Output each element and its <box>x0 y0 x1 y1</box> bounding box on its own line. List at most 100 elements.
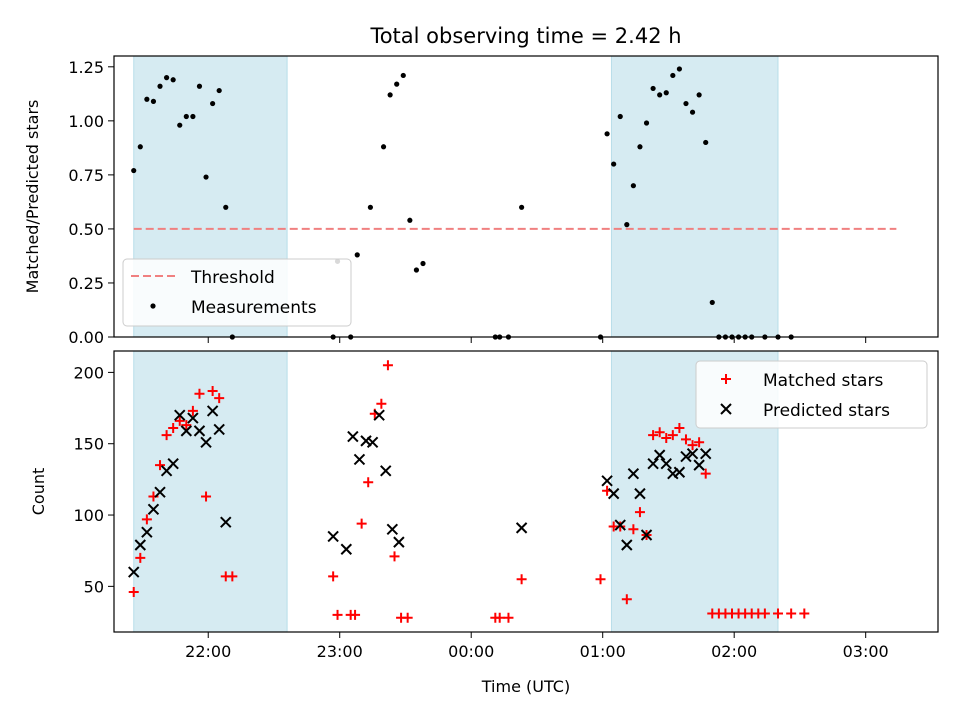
matched-star-marker <box>350 609 361 620</box>
matched-star-marker <box>207 385 218 396</box>
legend-box <box>695 360 928 429</box>
matched-star-marker <box>595 574 606 585</box>
x-tick-label: 02:00 <box>711 642 757 661</box>
measurement-point <box>196 83 203 89</box>
matched-star-marker <box>628 524 639 535</box>
top-panel-x-ticks <box>207 337 867 343</box>
legend-matched-swatch <box>721 374 731 384</box>
measurement-point <box>190 113 196 120</box>
predicted-star-marker <box>680 450 692 463</box>
y-tick-label: 100 <box>73 506 104 525</box>
matched-star-marker <box>376 398 387 409</box>
predicted-star-marker <box>386 523 399 536</box>
measurement-point <box>400 72 406 79</box>
matched-star-marker <box>168 423 179 434</box>
measurement-point <box>630 183 636 189</box>
matched-star-marker <box>621 594 632 605</box>
legend-measurement-label: Measurements <box>191 298 317 318</box>
matched-star-marker <box>155 460 166 471</box>
matched-star-marker <box>773 608 784 619</box>
measurement-point <box>624 222 630 228</box>
matched-star-marker <box>174 415 185 426</box>
matched-star-marker <box>402 612 413 623</box>
matched-star-marker <box>786 608 797 619</box>
chart-title: Total observing time = 2.42 h <box>369 24 681 48</box>
x-tick-label: 03:00 <box>843 642 889 661</box>
matched-star-marker <box>135 552 146 563</box>
x-tick-label: 23:00 <box>317 642 363 661</box>
matched-star-marker <box>363 477 374 488</box>
measurement-point <box>216 87 222 94</box>
bottom-panel-x-ticks: 22:00 23:00 00:00 01:00 02:00 03:00 <box>185 632 889 661</box>
measurement-point <box>223 204 229 210</box>
predicted-star-marker <box>647 457 659 470</box>
predicted-star-marker <box>515 522 528 534</box>
shaded-region <box>133 350 288 633</box>
bottom-panel-legend: Matched stars Predicted stars <box>695 360 928 429</box>
x-tick-label: 22:00 <box>185 642 231 661</box>
measurement-point <box>420 260 426 267</box>
matched-star-marker <box>332 609 343 620</box>
measurement-point <box>144 96 150 102</box>
y-tick-label: 0.75 <box>68 166 104 185</box>
predicted-star-marker <box>154 486 166 498</box>
predicted-star-marker <box>353 453 366 466</box>
predicted-star-marker <box>347 430 359 443</box>
measurement-point <box>354 252 360 258</box>
measurement-point <box>367 204 374 210</box>
predicted-star-marker <box>193 425 206 437</box>
measurement-point <box>709 299 715 306</box>
matched-star-marker <box>674 423 685 434</box>
matched-star-marker <box>194 388 205 399</box>
matched-star-marker <box>382 360 393 371</box>
measurement-point <box>703 139 709 146</box>
matched-star-marker <box>181 420 192 431</box>
measurement-point <box>387 92 393 98</box>
measurement-point <box>170 77 176 83</box>
measurement-point <box>150 98 157 104</box>
measurement-point <box>177 122 183 128</box>
bottom-panel-frame <box>113 350 939 633</box>
predicted-star-marker <box>673 466 686 478</box>
predicted-star-marker <box>200 436 212 448</box>
matched-star-marker <box>799 608 810 619</box>
predicted-star-marker <box>601 475 613 487</box>
matched-star-marker <box>615 521 626 532</box>
measurement-point <box>519 204 525 210</box>
measurement-point <box>643 120 650 126</box>
matched-star-marker <box>328 571 339 582</box>
y-tick-label: 0.50 <box>68 220 104 239</box>
predicted-star-marker <box>693 459 705 471</box>
top-panel-frame <box>113 55 939 338</box>
matched-star-marker <box>141 514 152 525</box>
measurement-point <box>676 66 683 72</box>
predicted-star-marker <box>174 409 186 421</box>
predicted-star-marker <box>653 449 666 461</box>
predicted-star-marker <box>621 539 633 551</box>
x-tick-label: 01:00 <box>580 642 626 661</box>
measurement-point <box>611 161 617 167</box>
predicted-star-marker <box>141 526 153 538</box>
matched-star-marker <box>634 507 645 518</box>
bottom-panel-shaded-regions <box>133 350 779 633</box>
predicted-star-marker <box>128 566 140 578</box>
measurement-point <box>689 109 696 115</box>
y-tick-label: 200 <box>73 363 104 382</box>
matched-star-marker <box>494 612 505 623</box>
matched-star-marker <box>214 393 225 404</box>
predicted-star-marker <box>180 425 193 437</box>
measurement-point <box>131 167 137 174</box>
bottom-panel-marks <box>128 360 810 623</box>
measurement-point <box>394 81 400 87</box>
predicted-star-marker <box>660 457 672 470</box>
predicted-star-marker <box>640 529 653 541</box>
measurement-point <box>604 131 610 137</box>
legend-predicted-swatch <box>720 403 732 415</box>
matched-star-marker <box>389 551 400 562</box>
predicted-star-marker <box>167 457 179 470</box>
y-tick-label: 0.00 <box>68 328 104 347</box>
matched-star-marker <box>700 468 711 479</box>
measurement-point <box>157 83 163 89</box>
predicted-star-marker <box>366 436 379 448</box>
predicted-star-marker <box>614 519 626 531</box>
